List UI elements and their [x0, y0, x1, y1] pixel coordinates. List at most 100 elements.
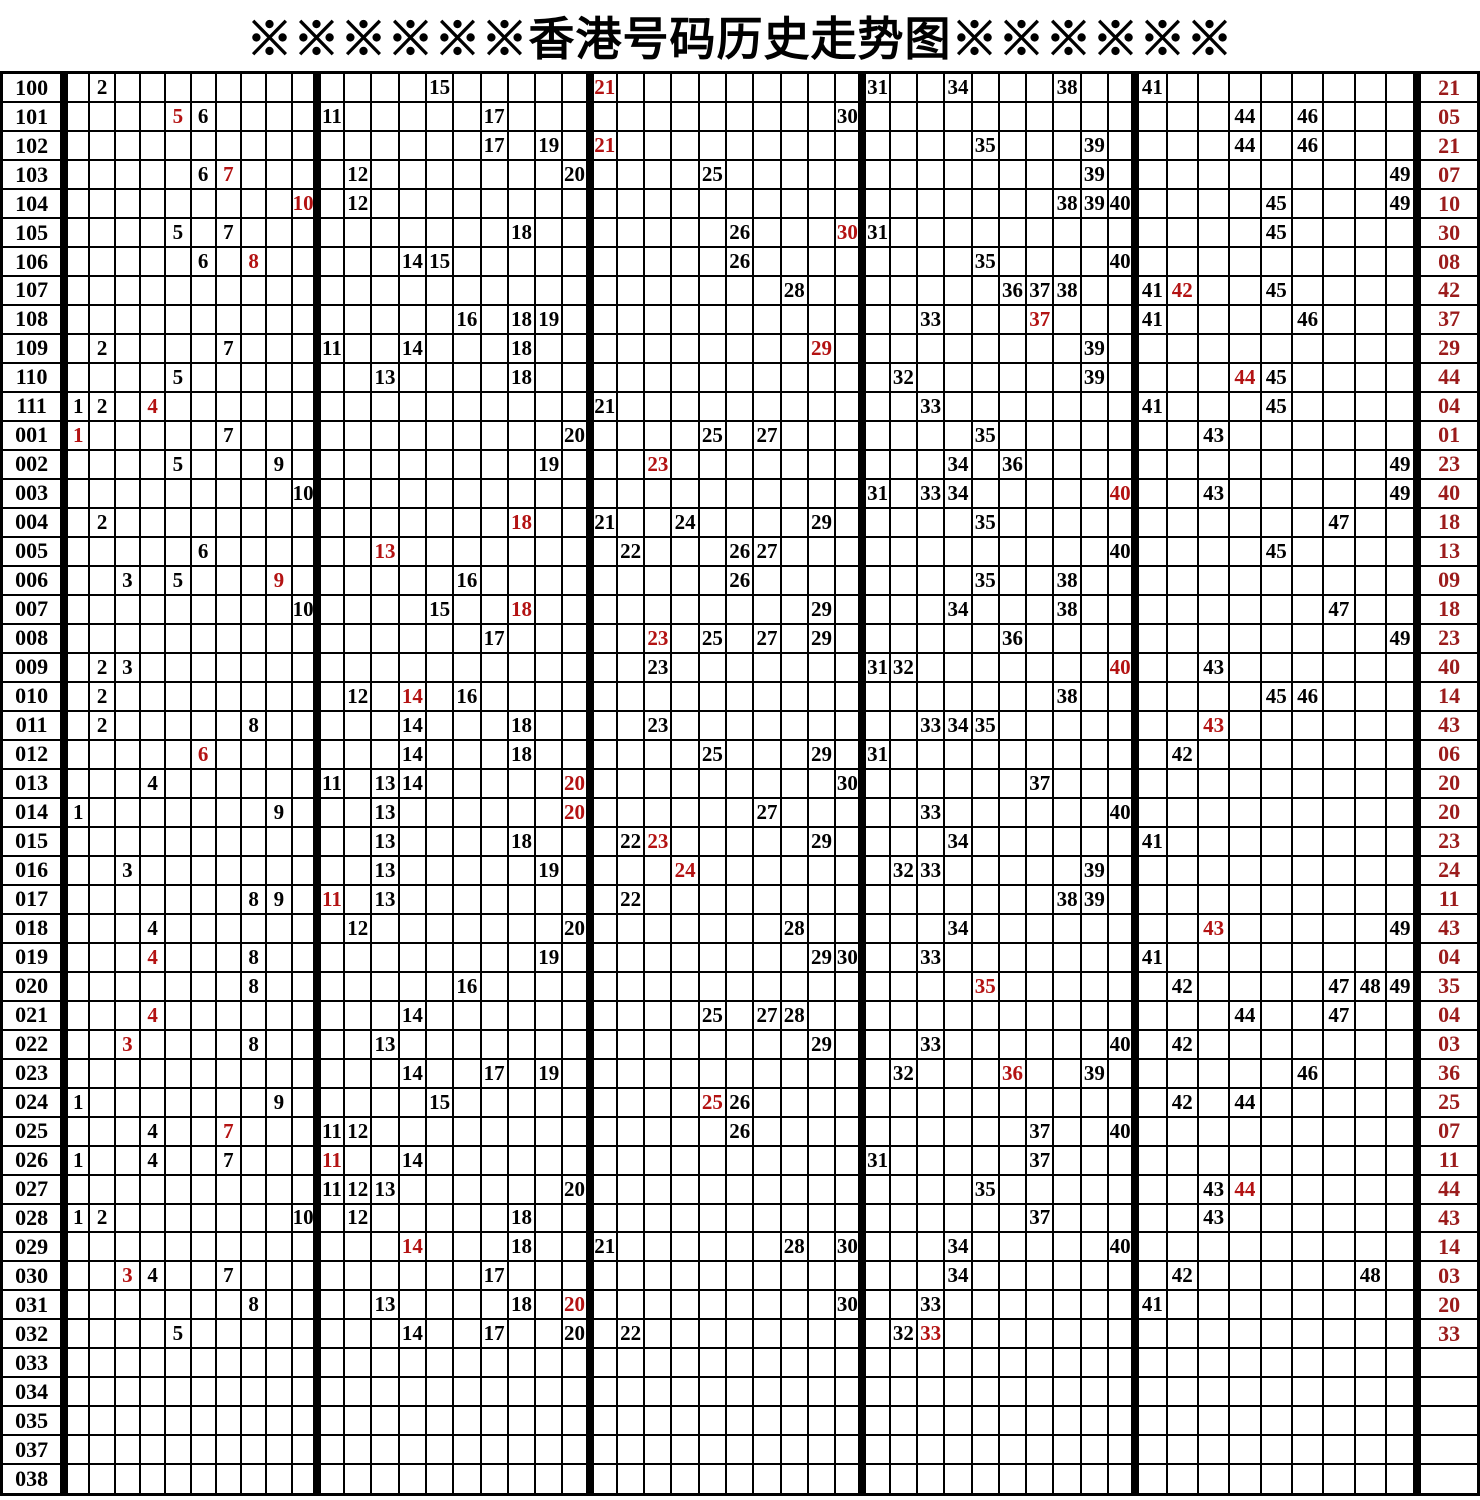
- number-cell: 32: [888, 1057, 919, 1089]
- number-cell: [1025, 941, 1055, 973]
- number-cell: [315, 1086, 346, 1118]
- number-cell: [1384, 390, 1419, 422]
- number-cell: [861, 275, 891, 306]
- draw-row: 100 2 15 21 31 34 38 41 21: [0, 71, 1480, 104]
- number-cell: [164, 1086, 192, 1118]
- number-cell: [1259, 709, 1293, 741]
- number-cell: [916, 767, 946, 799]
- number-cell: [113, 1434, 141, 1466]
- number-cell: [725, 1057, 755, 1089]
- number-cell: [397, 1289, 427, 1321]
- number-cell: 36: [997, 275, 1028, 306]
- number-cell: [1353, 796, 1387, 828]
- number-cell: [670, 1231, 700, 1263]
- number-cell: [615, 1028, 646, 1060]
- number-cell: [997, 1115, 1028, 1147]
- number-cell: [1165, 188, 1199, 220]
- number-cell: [888, 564, 919, 596]
- number-cell: [752, 564, 782, 596]
- number-cell: [452, 159, 482, 191]
- number-cell: [670, 1057, 700, 1089]
- number-cell: [534, 564, 564, 596]
- number-cell: 44: [1228, 1173, 1262, 1205]
- number-cell: 41: [1134, 941, 1168, 973]
- number-cell: [506, 1028, 537, 1060]
- number-cell: [506, 1463, 537, 1496]
- number-cell: [370, 1376, 400, 1408]
- number-cell: [561, 564, 594, 596]
- number-cell: [779, 593, 809, 625]
- number-cell: [189, 1376, 217, 1408]
- number-cell: [452, 419, 482, 451]
- number-cell: [1290, 1434, 1325, 1466]
- number-cell: [561, 1202, 594, 1234]
- number-cell: 6: [189, 159, 217, 191]
- number-cell: [970, 1202, 1000, 1234]
- number-cell: [697, 1057, 728, 1089]
- number-cell: 34: [943, 825, 973, 857]
- number-cell: [189, 275, 217, 306]
- number-cell: [861, 593, 891, 625]
- number-cell: [290, 361, 321, 393]
- number-cell: [888, 1289, 919, 1321]
- number-cell: [725, 941, 755, 973]
- number-cell: [1290, 1405, 1325, 1437]
- number-cell: [943, 1434, 973, 1466]
- number-cell: 14: [397, 332, 427, 364]
- number-cell: [343, 1463, 373, 1496]
- number-cell: [113, 883, 141, 915]
- number-cell: [1025, 246, 1055, 277]
- number-cell: [997, 680, 1028, 712]
- number-cell: [240, 217, 268, 249]
- number-cell: 3: [113, 564, 141, 596]
- number-cell: [397, 275, 427, 306]
- number-cell: [370, 912, 400, 944]
- number-cell: [63, 1231, 91, 1263]
- number-cell: 31: [861, 738, 891, 770]
- number-cell: [561, 941, 594, 973]
- number-cell: [834, 390, 867, 422]
- number-cell: 2: [88, 506, 116, 538]
- number-cell: [479, 246, 509, 277]
- number-cell: [265, 1289, 293, 1321]
- number-cell: [214, 593, 243, 625]
- special-number-cell: 40: [1413, 477, 1480, 509]
- number-cell: [240, 1376, 268, 1408]
- number-cell: 24: [670, 854, 700, 886]
- number-cell: [1196, 1231, 1231, 1263]
- number-cell: [615, 709, 646, 741]
- number-cell: [189, 999, 217, 1031]
- number-cell: [943, 1376, 973, 1408]
- period-label: 100: [0, 71, 69, 104]
- number-cell: [343, 564, 373, 596]
- number-cell: [725, 1289, 755, 1321]
- number-cell: [214, 101, 243, 133]
- period-label: 007: [0, 593, 69, 625]
- number-cell: [752, 767, 782, 799]
- number-cell: [1259, 1347, 1293, 1379]
- number-cell: [561, 1028, 594, 1060]
- number-cell: 37: [1025, 1115, 1055, 1147]
- period-label: 004: [0, 506, 69, 538]
- number-cell: [265, 390, 293, 422]
- number-cell: [138, 738, 167, 770]
- number-cell: [113, 1405, 141, 1437]
- number-cell: 42: [1165, 275, 1199, 306]
- number-cell: [1322, 1289, 1356, 1321]
- number-cell: [506, 767, 537, 799]
- number-cell: [1290, 854, 1325, 886]
- number-cell: [888, 738, 919, 770]
- number-cell: [534, 1202, 564, 1234]
- number-cell: [1228, 332, 1262, 364]
- number-cell: [806, 767, 837, 799]
- period-label: 105: [0, 217, 69, 249]
- number-cell: [290, 738, 321, 770]
- number-cell: [588, 912, 618, 944]
- number-cell: [290, 825, 321, 857]
- number-cell: [588, 622, 618, 654]
- number-cell: [63, 593, 91, 625]
- number-cell: [561, 825, 594, 857]
- number-cell: [189, 1057, 217, 1089]
- number-cell: [588, 1376, 618, 1408]
- number-cell: [1196, 332, 1231, 364]
